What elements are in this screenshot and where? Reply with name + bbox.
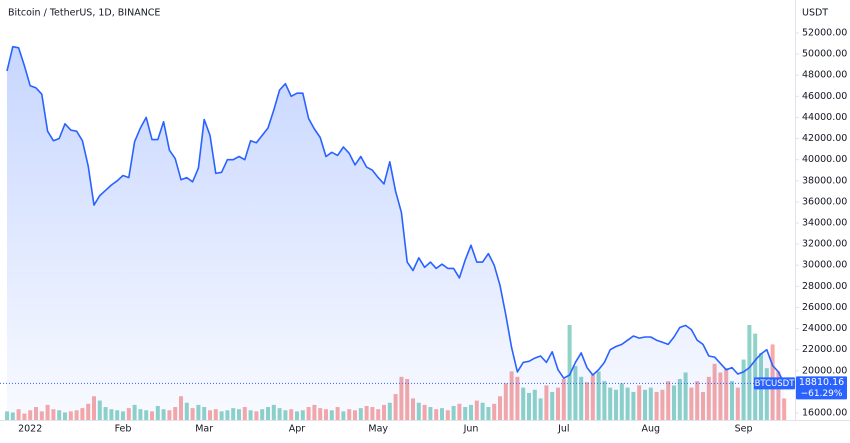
- y-tick-label: 24000.00: [802, 323, 847, 334]
- x-tick-label: Aug: [642, 424, 661, 435]
- area-fill: [7, 46, 785, 420]
- y-tick-label: 36000.00: [802, 196, 847, 207]
- y-tick-label: 30000.00: [802, 260, 847, 271]
- x-tick-label: Apr: [289, 424, 306, 435]
- x-tick-label: Jun: [463, 424, 479, 435]
- y-tick-label: 22000.00: [802, 344, 847, 355]
- symbol-label: BTCUSDT: [755, 379, 796, 389]
- y-tick-label: 40000.00: [802, 154, 847, 165]
- currency-label: USDT: [802, 8, 828, 19]
- y-tick-label: 44000.00: [802, 112, 847, 123]
- y-tick-label: 38000.00: [802, 175, 847, 186]
- y-tick-label: 34000.00: [802, 218, 847, 229]
- y-tick-label: 16000.00: [802, 408, 847, 419]
- x-tick-label: Feb: [115, 424, 132, 435]
- y-tick-label: 26000.00: [802, 302, 847, 313]
- y-tick-label: 42000.00: [802, 133, 847, 144]
- last-price-label: 18810.16: [799, 377, 844, 388]
- x-tick-label: May: [368, 424, 388, 435]
- y-tick-label: 48000.00: [802, 70, 847, 81]
- change-label: −61.29%: [801, 389, 843, 399]
- price-box: [796, 376, 847, 400]
- y-tick-label: 32000.00: [802, 239, 847, 250]
- y-tick-label: 28000.00: [802, 281, 847, 292]
- y-tick-label: 20000.00: [802, 365, 847, 376]
- y-tick-label: 46000.00: [802, 91, 847, 102]
- symbol-box: [754, 377, 795, 390]
- chart-title: Bitcoin / TetherUS, 1D, BINANCE: [8, 8, 160, 19]
- volume-bar: [567, 325, 572, 420]
- y-tick-label: 50000.00: [802, 49, 847, 60]
- y-tick-label: 52000.00: [802, 27, 847, 38]
- x-tick-label: Mar: [195, 424, 213, 435]
- x-tick-label: 2022: [18, 424, 42, 435]
- plot: 16000.0018000.0020000.0022000.0024000.00…: [0, 27, 847, 435]
- price-line: [6, 45, 785, 384]
- x-tick-label: Jul: [557, 424, 569, 435]
- x-tick-label: Sep: [735, 424, 753, 435]
